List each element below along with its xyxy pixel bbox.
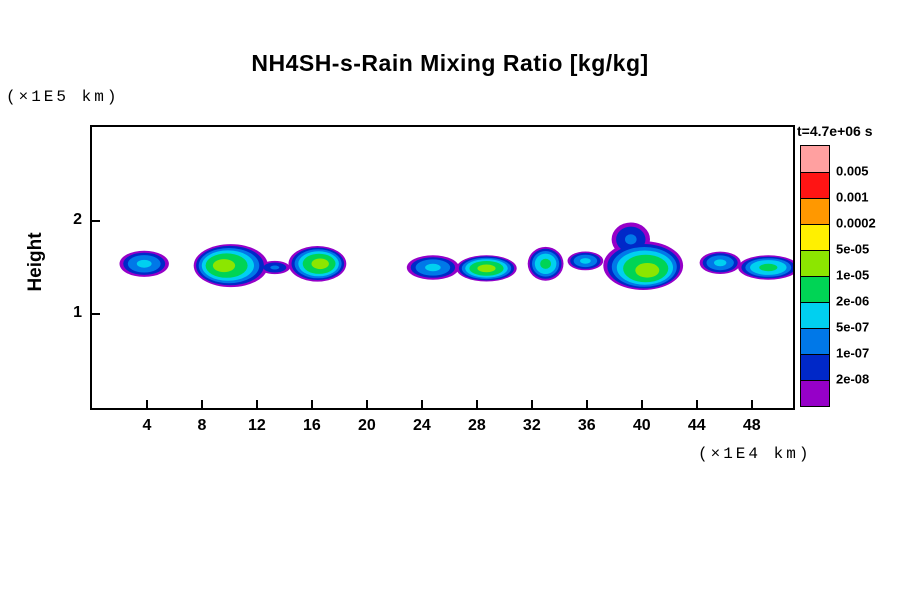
colorbar-level-label: 0.005 <box>836 163 869 179</box>
colorbar-level-label: 0.0002 <box>836 215 876 231</box>
x-tick-label: 12 <box>248 417 266 434</box>
colorbar-cell <box>801 198 829 224</box>
colorbar-cell <box>801 328 829 354</box>
x-axis-tick <box>145 400 148 408</box>
x-axis-tick <box>420 400 423 408</box>
cloud-contour <box>212 259 236 273</box>
cloud-contour <box>714 259 727 267</box>
x-tick-label: 4 <box>142 417 152 434</box>
x-tick-label: 28 <box>467 417 486 434</box>
colorbar-level-label: 2e-06 <box>836 293 870 309</box>
colorbar-cell <box>801 250 829 276</box>
colorbar-cell <box>801 302 829 328</box>
colorbar <box>800 145 830 407</box>
colorbar-cell <box>801 224 829 250</box>
x-axis-tick <box>640 400 643 408</box>
x-tick-label: 24 <box>412 417 431 434</box>
x-tick-label: 32 <box>522 417 541 434</box>
colorbar-level-label: 1e-05 <box>836 267 870 283</box>
x-tick-label: 44 <box>687 417 706 434</box>
x-tick-label: 8 <box>197 417 207 434</box>
x-axis-tick <box>585 400 588 408</box>
y-tick-label: 1 <box>73 304 82 322</box>
colorbar-cell <box>801 380 829 406</box>
cloud-contour <box>477 264 496 273</box>
x-tick-label: 20 <box>357 417 376 434</box>
colorbar-cell <box>801 354 829 380</box>
cloud-contour <box>311 258 329 270</box>
colorbar-cell <box>801 172 829 198</box>
plot-area <box>90 125 795 410</box>
colorbar-level-label: 0.001 <box>836 189 869 205</box>
x-tick-label: 36 <box>577 417 596 434</box>
y-axis-label: Height <box>25 232 46 292</box>
cloud-contour <box>425 263 441 272</box>
colorbar-cell <box>801 146 829 172</box>
cloud-field <box>119 222 793 290</box>
x-axis-tick <box>310 400 313 408</box>
x-axis-tick <box>255 400 258 408</box>
y-tick-label: 2 <box>73 210 82 228</box>
cloud-contour <box>270 265 280 270</box>
cloud-contour <box>136 259 152 268</box>
x-axis-tick <box>475 400 478 408</box>
colorbar-level-label: 2e-08 <box>836 371 870 387</box>
cloud-contour <box>625 234 637 245</box>
colorbar-level-label: 5e-07 <box>836 319 870 335</box>
colorbar-level-label: 5e-05 <box>836 241 870 257</box>
x-axis-tick <box>695 400 698 408</box>
x-tick-label: 16 <box>303 417 321 434</box>
x-axis-tick <box>200 400 203 408</box>
x-axis-tick <box>365 400 368 408</box>
legend-time-label: t=4.7e+06 s <box>797 123 873 139</box>
cloud-contour <box>540 258 551 269</box>
x-tick-label: 40 <box>632 417 651 434</box>
colorbar-level-label: 1e-07 <box>836 345 870 361</box>
y-axis-tick <box>92 219 100 222</box>
y-axis-tick <box>92 313 100 316</box>
cloud-contour <box>635 263 660 278</box>
cloud-contour <box>580 258 591 264</box>
plot-canvas <box>92 127 793 408</box>
x-axis-tick <box>530 400 533 408</box>
colorbar-cell <box>801 276 829 302</box>
x-axis-unit-label: (×1E4 km) <box>698 445 812 463</box>
chart-title: NH4SH-s-Rain Mixing Ratio [kg/kg] <box>251 50 649 76</box>
cloud-contour <box>759 263 778 272</box>
x-axis-tick <box>750 400 753 408</box>
x-tick-label: 48 <box>742 417 761 434</box>
y-axis-unit-label: (×1E5 km) <box>6 88 120 106</box>
